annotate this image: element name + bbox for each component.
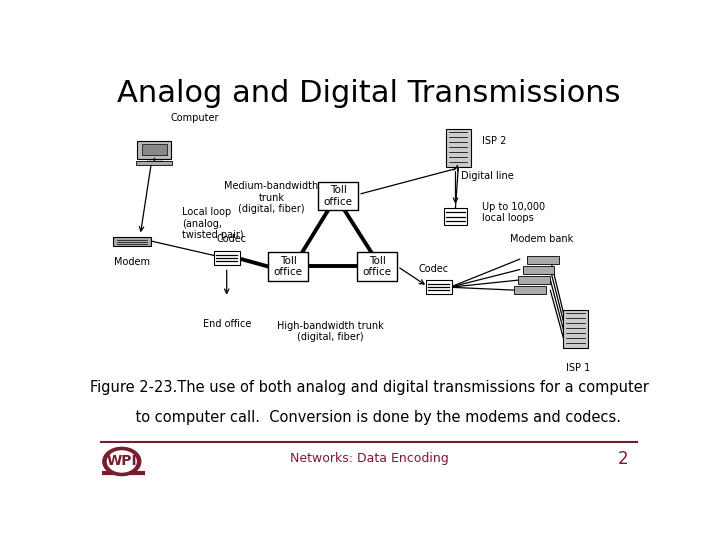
Text: Medium-bandwidth
trunk
(digital, fiber): Medium-bandwidth trunk (digital, fiber) — [224, 181, 318, 214]
FancyBboxPatch shape — [527, 256, 559, 264]
Text: Toll
office: Toll office — [363, 255, 392, 277]
Text: Analog and Digital Transmissions: Analog and Digital Transmissions — [117, 79, 621, 109]
FancyBboxPatch shape — [446, 129, 471, 167]
Text: Toll
office: Toll office — [274, 255, 302, 277]
Text: 2: 2 — [618, 450, 629, 468]
Text: Networks: Data Encoding: Networks: Data Encoding — [289, 453, 449, 465]
FancyBboxPatch shape — [137, 141, 171, 159]
Text: Local loop
(analog,
twisted pair): Local loop (analog, twisted pair) — [182, 207, 243, 240]
Circle shape — [103, 447, 141, 476]
Text: WPI: WPI — [107, 454, 137, 468]
Text: Codec: Codec — [216, 234, 246, 245]
FancyBboxPatch shape — [518, 275, 550, 284]
FancyBboxPatch shape — [523, 266, 554, 274]
Text: Up to 10,000
local loops: Up to 10,000 local loops — [482, 201, 545, 223]
Text: Modem bank: Modem bank — [510, 234, 574, 244]
FancyBboxPatch shape — [318, 181, 359, 210]
FancyBboxPatch shape — [142, 144, 166, 154]
Text: Digital line: Digital line — [461, 171, 514, 181]
Text: Toll
office: Toll office — [324, 185, 353, 207]
Text: Codec: Codec — [418, 264, 449, 274]
FancyBboxPatch shape — [357, 252, 397, 281]
FancyBboxPatch shape — [426, 280, 451, 294]
FancyBboxPatch shape — [444, 208, 467, 225]
Text: Computer: Computer — [171, 113, 220, 123]
Text: ISP 1: ISP 1 — [566, 363, 590, 373]
FancyBboxPatch shape — [214, 251, 240, 265]
Text: ISP 2: ISP 2 — [482, 136, 506, 146]
Text: Figure 2-23.The use of both analog and digital transmissions for a computer: Figure 2-23.The use of both analog and d… — [89, 380, 649, 395]
FancyBboxPatch shape — [112, 237, 151, 246]
Text: End office: End office — [202, 319, 251, 329]
Text: Modem: Modem — [114, 258, 150, 267]
FancyBboxPatch shape — [268, 252, 308, 281]
Text: to computer call.  Conversion is done by the modems and codecs.: to computer call. Conversion is done by … — [117, 410, 621, 425]
FancyBboxPatch shape — [136, 161, 172, 165]
FancyBboxPatch shape — [514, 286, 546, 294]
Circle shape — [107, 450, 137, 472]
Text: High-bandwidth trunk
(digital, fiber): High-bandwidth trunk (digital, fiber) — [276, 321, 383, 342]
FancyBboxPatch shape — [563, 309, 588, 348]
